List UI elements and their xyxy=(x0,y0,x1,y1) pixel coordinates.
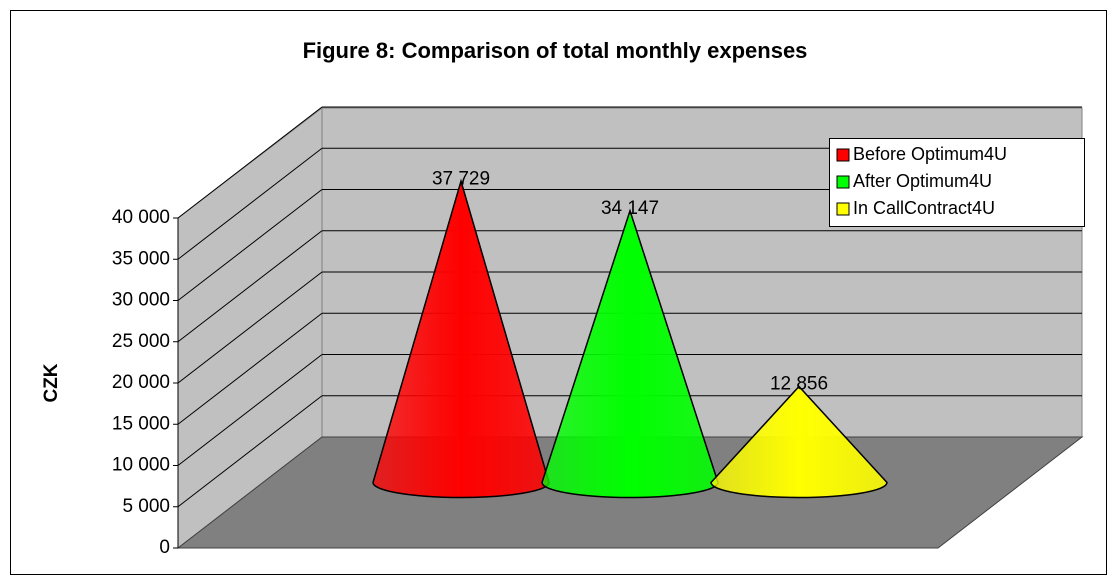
cone xyxy=(541,208,719,499)
y-tick-label: 20 000 xyxy=(112,372,170,393)
legend-box xyxy=(829,138,1085,227)
y-tick-label: 25 000 xyxy=(112,331,170,352)
y-axis-label: CZK xyxy=(41,363,62,402)
y-tick-label: 30 000 xyxy=(112,290,170,311)
grid-line xyxy=(177,312,323,425)
grid-line xyxy=(177,147,323,260)
legend-label: Before Optimum4U xyxy=(853,144,1007,164)
legend-swatch xyxy=(836,202,850,216)
chart-title: Figure 8: Comparison of total monthly ex… xyxy=(303,38,808,63)
legend-label: After Optimum4U xyxy=(853,171,992,191)
y-tick-label: 15 000 xyxy=(112,413,170,434)
data-label: 34 147 xyxy=(601,198,659,219)
grid-line xyxy=(177,230,323,343)
y-tick-label: 5 000 xyxy=(122,496,170,517)
grid-line xyxy=(177,395,323,508)
grid-line xyxy=(177,354,323,466)
cone xyxy=(372,178,550,499)
grid-line xyxy=(177,189,323,301)
grid-line xyxy=(177,271,323,384)
data-label: 12 856 xyxy=(770,373,828,394)
legend-swatch xyxy=(836,175,850,189)
cone xyxy=(710,385,888,499)
data-label: 37 729 xyxy=(432,168,490,189)
legend-swatch xyxy=(836,148,850,162)
grid-line xyxy=(177,106,323,219)
y-tick-label: 35 000 xyxy=(112,248,170,269)
legend-label: In CallContract4U xyxy=(853,198,995,218)
y-tick-label: 0 xyxy=(159,537,170,558)
y-tick-label: 40 000 xyxy=(112,207,170,228)
y-tick-label: 10 000 xyxy=(112,455,170,476)
